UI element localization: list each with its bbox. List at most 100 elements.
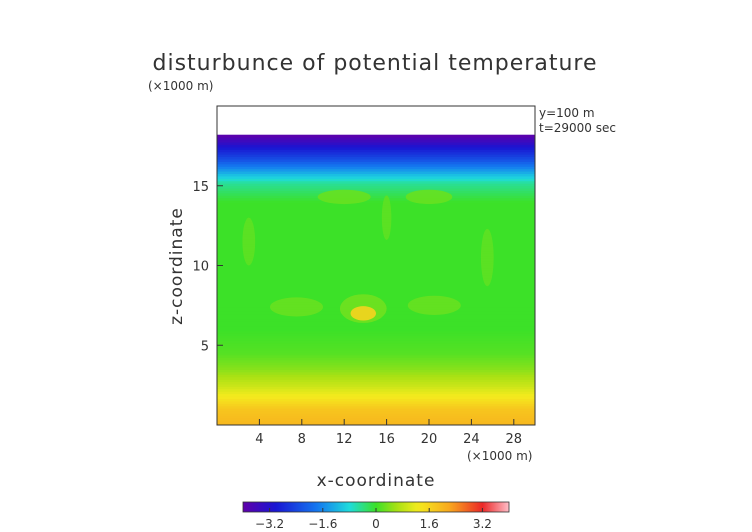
field-band [217, 366, 535, 370]
field-band [217, 202, 535, 206]
x-tick-label: 8 [298, 432, 306, 447]
field-band [217, 255, 535, 259]
field-anomaly [270, 297, 323, 317]
field-band [217, 383, 535, 387]
field-band [217, 233, 535, 237]
field-band [217, 420, 535, 424]
x-tick-label: 12 [336, 432, 353, 447]
field-band [217, 284, 535, 288]
field-anomaly [381, 195, 392, 240]
field-band [217, 238, 535, 242]
field-band [217, 379, 535, 383]
field-band [217, 376, 535, 380]
field-band [217, 168, 535, 172]
field-band [217, 335, 535, 339]
x-axis-label: x-coordinate [317, 471, 436, 491]
scale-label: (×1000 m) [148, 79, 213, 93]
field-band [217, 410, 535, 414]
field-band [217, 156, 535, 160]
y-tick-label: 5 [201, 339, 209, 354]
field-band [217, 200, 535, 204]
x-tick-label: 24 [463, 432, 480, 447]
field-band [217, 352, 535, 356]
field-band [217, 183, 535, 187]
field-band [217, 253, 535, 257]
field-band [217, 362, 535, 366]
field-band [217, 185, 535, 189]
y-axis-label: z-coordinate [167, 207, 187, 325]
field-band [217, 163, 535, 167]
field-band [217, 175, 535, 179]
field-band [217, 323, 535, 327]
field-band [217, 408, 535, 412]
field-band [217, 357, 535, 361]
x-tick-label: 20 [421, 432, 438, 447]
field-band [217, 207, 535, 211]
field-band [217, 226, 535, 230]
field-band [217, 388, 535, 392]
field-band [217, 359, 535, 363]
field-anomaly [242, 217, 256, 266]
field-anomaly [480, 228, 494, 287]
field-band [217, 277, 535, 281]
field-band [217, 412, 535, 416]
field-band [217, 374, 535, 378]
field-anomaly [317, 189, 371, 205]
field-band [217, 354, 535, 358]
field-band [217, 294, 535, 298]
x-axis: 4 8 12 16 20 24 28 [255, 419, 522, 447]
x-tick-label: 16 [378, 432, 395, 447]
colorbar-tick-label: −3.2 [255, 517, 284, 531]
field-band [217, 287, 535, 291]
chart-title: disturbunce of potential temperature [153, 51, 598, 76]
colorbar-tick-label: 3.2 [473, 517, 492, 531]
field-band [217, 243, 535, 247]
field-band [217, 224, 535, 228]
field-band [217, 325, 535, 329]
field-band [217, 405, 535, 409]
field-band [217, 231, 535, 235]
field-band [217, 149, 535, 153]
field-band [217, 158, 535, 162]
field-band [217, 212, 535, 216]
colorbar-ticks: −3.2 −1.6 0 1.6 3.2 [255, 508, 492, 531]
field-band [217, 270, 535, 274]
field-band [217, 275, 535, 279]
y-tick-label: 10 [192, 260, 209, 275]
field-band [217, 340, 535, 344]
field-band [217, 337, 535, 341]
field-band [217, 345, 535, 349]
field-band [217, 209, 535, 213]
y-tick-label: 15 [192, 180, 209, 195]
x-tick-label: 28 [506, 432, 523, 447]
colorbar-tick-label: 1.6 [420, 517, 439, 531]
field-band [217, 371, 535, 375]
field-band [217, 342, 535, 346]
field-band [217, 161, 535, 165]
field-band [217, 134, 535, 138]
field-band [217, 229, 535, 233]
x-tick-label: 4 [255, 432, 263, 447]
field-band [217, 350, 535, 354]
field-band [217, 289, 535, 293]
field-band [217, 216, 535, 220]
field-band [217, 250, 535, 254]
x-scale-label: (×1000 m) [467, 449, 532, 463]
field-band [217, 415, 535, 419]
field-band [217, 381, 535, 385]
field-band [217, 137, 535, 141]
field-anomaly [405, 189, 453, 205]
field-band [217, 221, 535, 225]
field-band [217, 245, 535, 250]
field-band [217, 320, 535, 324]
field-band [217, 398, 535, 402]
field-band [217, 347, 535, 351]
field-band [217, 192, 535, 196]
field-band [217, 241, 535, 245]
field-band [217, 180, 535, 184]
field-band [217, 393, 535, 397]
field-band [217, 391, 535, 395]
field-band [217, 236, 535, 240]
field-band [217, 330, 535, 334]
